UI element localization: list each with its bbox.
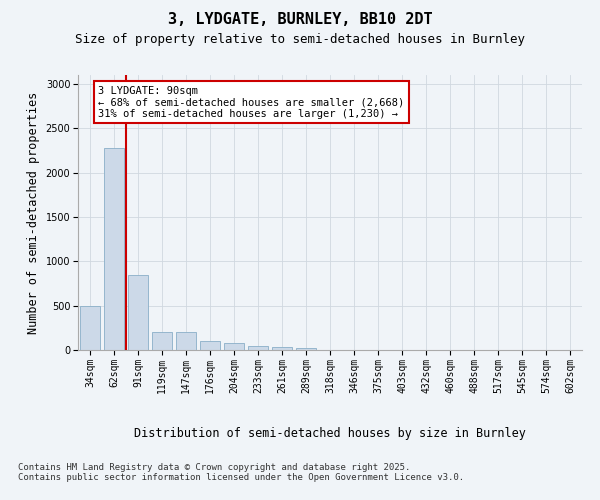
Bar	[200, 341, 220, 350]
Bar	[80, 306, 100, 350]
Text: Contains HM Land Registry data © Crown copyright and database right 2025.
Contai: Contains HM Land Registry data © Crown c…	[18, 462, 464, 482]
Bar	[104, 148, 124, 350]
Bar	[176, 332, 196, 350]
Bar	[152, 332, 172, 350]
Text: Size of property relative to semi-detached houses in Burnley: Size of property relative to semi-detach…	[75, 32, 525, 46]
Text: 3, LYDGATE, BURNLEY, BB10 2DT: 3, LYDGATE, BURNLEY, BB10 2DT	[167, 12, 433, 28]
Text: Distribution of semi-detached houses by size in Burnley: Distribution of semi-detached houses by …	[134, 428, 526, 440]
Bar	[296, 348, 316, 350]
Bar	[272, 347, 292, 350]
Y-axis label: Number of semi-detached properties: Number of semi-detached properties	[27, 92, 40, 334]
Bar	[128, 274, 148, 350]
Bar	[248, 346, 268, 350]
Bar	[224, 344, 244, 350]
Text: 3 LYDGATE: 90sqm
← 68% of semi-detached houses are smaller (2,668)
31% of semi-d: 3 LYDGATE: 90sqm ← 68% of semi-detached …	[98, 86, 404, 119]
